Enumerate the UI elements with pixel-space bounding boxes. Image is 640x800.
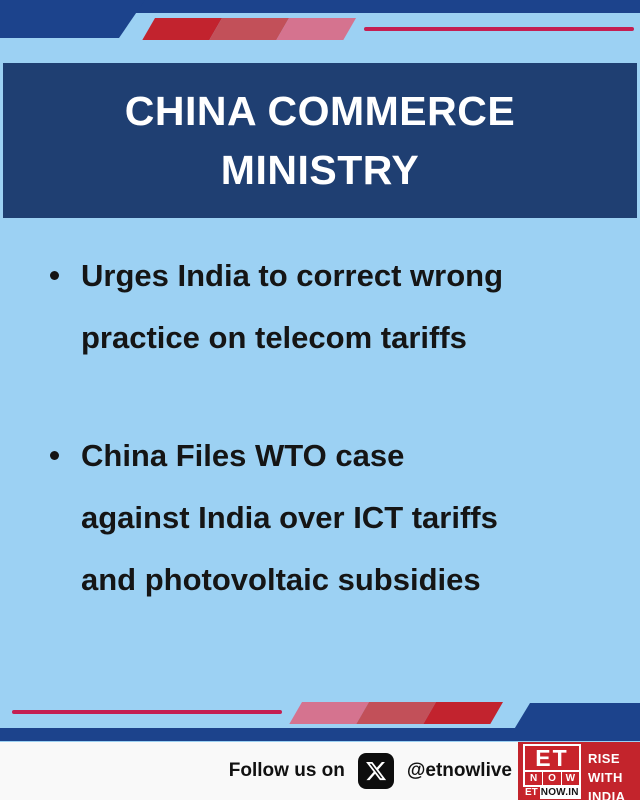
logo-now-letter: O bbox=[542, 772, 560, 785]
bullet-list: Urges India to correct wrong practice on… bbox=[50, 245, 600, 611]
bottom-blue-strip bbox=[0, 728, 640, 741]
bullet-dot bbox=[50, 451, 59, 460]
headline-box: CHINA COMMERCE MINISTRY bbox=[3, 63, 637, 218]
domain-rest-text: NOW.IN bbox=[540, 787, 579, 798]
bullet-text: China Files WTO case against India over … bbox=[81, 438, 498, 597]
logo-et-text: ET bbox=[535, 744, 569, 771]
list-item: China Files WTO case against India over … bbox=[50, 425, 600, 611]
bottom-stripe-dark-red bbox=[423, 702, 503, 724]
logo-now-row: N O W bbox=[525, 770, 579, 785]
etnow-logo-box: ET N O W bbox=[523, 744, 581, 787]
page-title: CHINA COMMERCE MINISTRY bbox=[124, 87, 516, 193]
bullet-dot bbox=[50, 271, 59, 280]
follow-us-label: Follow us on bbox=[228, 760, 345, 781]
twitter-handle[interactable]: @etnowlive bbox=[406, 760, 512, 781]
top-blue-strip bbox=[0, 0, 640, 13]
footer-social-bar: Follow us on @etnowlive bbox=[0, 742, 518, 800]
domain-et-badge: ET bbox=[523, 787, 540, 799]
brand-tagline: RISE WITH INDIA bbox=[588, 751, 626, 800]
x-social-icon[interactable] bbox=[357, 753, 394, 789]
bullet-text: Urges India to correct wrong practice on… bbox=[81, 258, 504, 355]
list-item: Urges India to correct wrong practice on… bbox=[50, 245, 600, 369]
logo-now-letter: N bbox=[530, 772, 538, 784]
logo-now-letter: W bbox=[560, 772, 579, 785]
etnow-logo: ET N O W ET NOW.IN bbox=[523, 744, 581, 800]
brand-block: ET N O W ET NOW.IN RISE WITH INDIA bbox=[518, 742, 640, 800]
etnow-domain: ET NOW.IN bbox=[523, 787, 581, 799]
bottom-crimson-line bbox=[12, 710, 282, 714]
top-crimson-line bbox=[364, 27, 634, 31]
top-left-blue-block bbox=[0, 0, 145, 38]
top-stripe-pink bbox=[276, 18, 356, 40]
